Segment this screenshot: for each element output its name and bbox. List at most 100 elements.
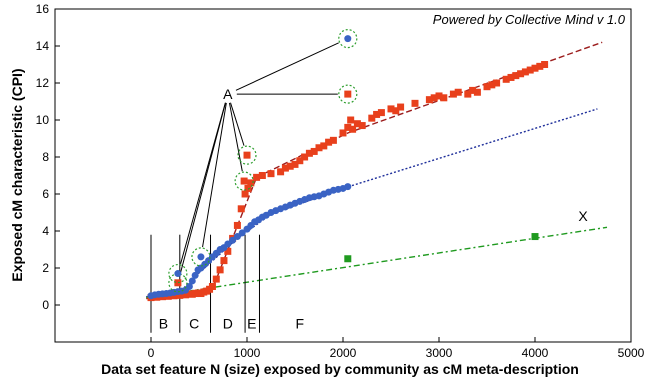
data-point — [241, 190, 249, 198]
data-point — [277, 168, 285, 176]
outlier-point — [243, 151, 251, 159]
y-tick-label: 10 — [36, 113, 50, 127]
data-point — [182, 291, 190, 299]
data-point — [244, 184, 252, 192]
data-point — [344, 255, 352, 263]
data-point — [488, 81, 496, 89]
x-tick-label: 1000 — [234, 346, 261, 360]
data-point — [469, 86, 477, 94]
data-point — [349, 125, 357, 133]
outlier-point — [240, 177, 248, 185]
x-tick-label: 0 — [148, 346, 155, 360]
annotation-leader-line — [235, 42, 339, 91]
outlier-point — [174, 270, 182, 278]
data-point — [493, 79, 501, 87]
data-point — [531, 233, 539, 241]
annotation-leader-line — [230, 102, 245, 146]
outlier-point — [344, 90, 352, 98]
data-point — [286, 162, 294, 170]
x-tick-label: 2000 — [330, 346, 357, 360]
region-label: D — [223, 316, 233, 332]
data-point — [502, 75, 510, 83]
region-label: E — [247, 316, 256, 332]
data-point — [454, 88, 462, 96]
data-point — [392, 107, 400, 115]
trend-line — [146, 41, 603, 300]
outlier-point — [174, 279, 182, 287]
outlier-marks — [168, 28, 358, 293]
data-point — [253, 173, 261, 181]
region-label: B — [159, 316, 168, 332]
annotation-leader-line — [202, 102, 227, 248]
data-point — [305, 149, 313, 157]
data-point — [531, 64, 539, 72]
data-point — [512, 72, 520, 80]
data-point — [247, 179, 255, 187]
x-tick-label: 5000 — [618, 346, 645, 360]
annotation-labels: A X B C D E F — [159, 86, 589, 331]
outlier-point — [344, 35, 352, 43]
data-point — [208, 283, 216, 290]
outlier-highlight-ring — [338, 84, 358, 104]
data-point — [258, 172, 266, 179]
data-point — [267, 170, 275, 178]
trend-line — [146, 108, 598, 298]
data-point — [425, 96, 433, 104]
data-point — [315, 144, 323, 152]
data-point — [310, 147, 318, 155]
data-point — [291, 160, 299, 168]
data-point — [473, 88, 481, 96]
data-point — [325, 138, 333, 146]
data-point — [387, 105, 395, 113]
data-point — [191, 271, 199, 279]
outlier-point — [197, 253, 205, 261]
series-marks — [147, 61, 549, 302]
data-point — [440, 94, 448, 102]
annotation-leader-line — [228, 102, 243, 172]
x-axis-ticks: 0 1000 2000 3000 4000 5000 — [148, 337, 645, 360]
data-point — [216, 266, 224, 274]
data-point — [301, 153, 309, 161]
outlier-highlight-ring — [168, 263, 188, 284]
y-tick-label: 0 — [42, 298, 49, 312]
data-point — [296, 157, 304, 165]
y-tick-label: 2 — [42, 261, 49, 275]
y-axis-title: Exposed cM characteristic (CPI) — [9, 68, 25, 281]
annotation-leader-line — [180, 102, 226, 265]
outlier-highlight-ring — [191, 247, 211, 267]
trend-line — [146, 226, 608, 299]
data-point — [188, 277, 196, 285]
x-tick-label: 3000 — [426, 346, 453, 360]
data-point — [224, 240, 232, 248]
y-tick-label: 14 — [36, 39, 50, 53]
data-point — [430, 94, 438, 102]
data-point — [368, 114, 376, 122]
y-axis-ticks: 0 2 4 6 8 10 12 14 16 — [36, 2, 60, 312]
data-point — [344, 123, 352, 131]
y-tick-label: 8 — [42, 150, 49, 164]
data-point — [536, 62, 544, 70]
outlier-highlight-ring — [338, 28, 358, 49]
data-point — [238, 229, 246, 237]
credit-text: Powered by Collective Mind v 1.0 — [433, 12, 626, 27]
data-point — [229, 236, 237, 244]
data-point — [212, 275, 220, 283]
data-point — [281, 164, 289, 172]
data-point — [397, 103, 405, 111]
annotation-label-a: A — [223, 86, 233, 102]
data-point — [507, 73, 515, 81]
region-label: F — [296, 316, 305, 332]
x-tick-label: 4000 — [522, 346, 549, 360]
data-point — [320, 142, 328, 150]
data-point — [344, 183, 352, 191]
outlier-highlight-ring — [234, 171, 254, 191]
data-point — [521, 68, 529, 76]
x-axis-title: Data set feature N (size) exposed by com… — [101, 361, 579, 377]
data-point — [449, 90, 457, 98]
data-point — [224, 247, 232, 255]
y-tick-label: 12 — [36, 76, 50, 90]
data-point — [517, 70, 525, 78]
outlier-highlight-ring — [168, 273, 188, 293]
data-point — [347, 116, 355, 124]
y-tick-label: 4 — [42, 224, 49, 238]
